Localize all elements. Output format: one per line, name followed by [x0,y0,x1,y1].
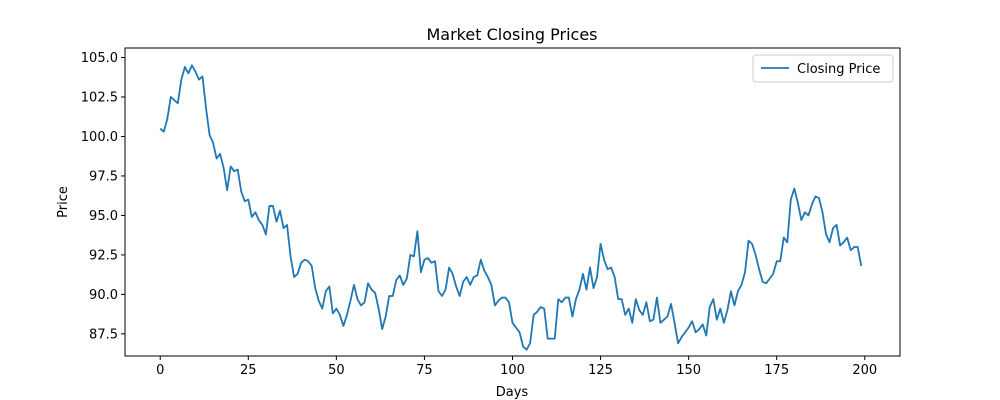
y-axis: 87.5 90.0 92.5 95.0 97.5 100.0 102.5 105.0 [81,51,125,342]
legend-label: Closing Price [797,62,880,77]
x-tick-label: 200 [852,363,877,378]
x-tick-label: 50 [328,363,345,378]
x-tick-label: 150 [676,363,701,378]
x-tick-label: 25 [240,363,257,378]
y-tick-label: 105.0 [81,51,118,66]
y-tick-label: 102.5 [81,90,118,105]
legend-box [752,54,894,83]
x-tick-label: 100 [500,363,525,378]
y-tick-label: 90.0 [89,288,118,303]
series-layer [159,64,863,351]
chart-title: Market Closing Prices [426,25,597,44]
y-tick-label: 97.5 [89,169,118,184]
x-tick-label: 175 [764,363,789,378]
x-tick-label: 75 [416,363,433,378]
y-tick-label: 92.5 [89,248,118,263]
y-axis-label: Price [56,186,71,218]
y-tick-label: 95.0 [89,209,118,224]
x-tick-label: 0 [156,363,164,378]
legend: Closing Price [752,54,894,83]
x-axis-label: Days [496,385,529,400]
y-tick-label: 100.0 [81,130,118,145]
x-tick-label: 125 [588,363,613,378]
x-axis: 0 25 50 75 100 125 150 175 200 [156,356,877,378]
y-tick-label: 87.5 [89,327,118,342]
plot-area [124,47,901,357]
series-line-0 [159,64,863,351]
